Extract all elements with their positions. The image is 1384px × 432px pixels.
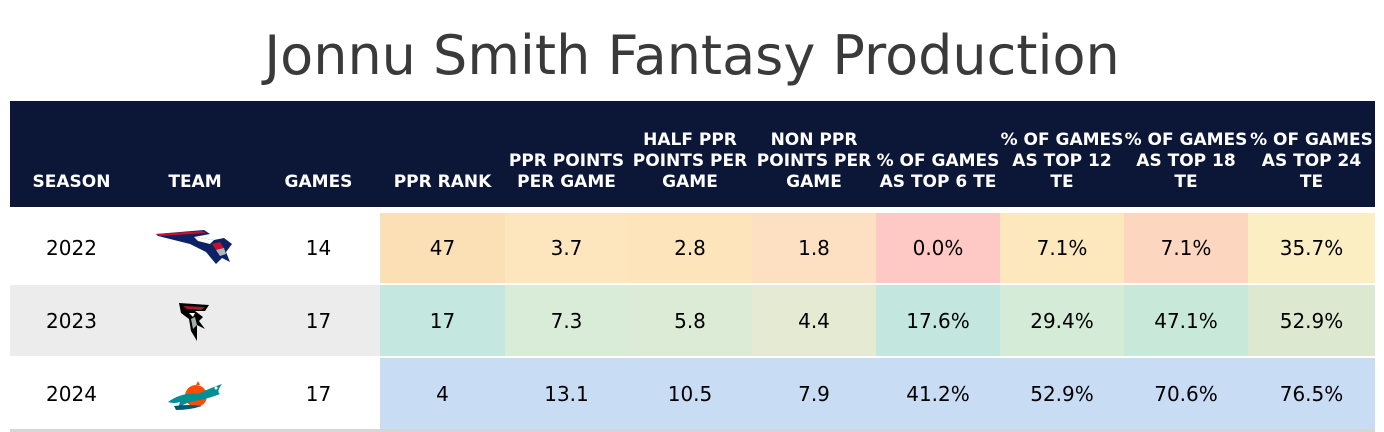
season-cell: 2023: [10, 283, 133, 357]
half-ppr-ppg-cell: 2.8: [628, 207, 752, 284]
top12-cell: 52.9%: [1000, 356, 1124, 432]
top6-cell: 17.6%: [876, 283, 1000, 357]
col-header-games: GAMES: [257, 101, 380, 210]
ppr-ppg-cell: 3.7: [505, 207, 628, 284]
col-header-season: SEASON: [10, 101, 133, 210]
half-ppr-ppg-cell: 5.8: [628, 283, 752, 357]
col-header-top24: % OF GAMES AS TOP 24 TE: [1248, 101, 1375, 210]
col-header-ppr-ppg: PPR POINTS PER GAME: [505, 101, 628, 210]
falcons-logo: [179, 302, 209, 341]
dolphins-logo: [168, 380, 222, 410]
non-ppr-ppg-cell: 7.9: [752, 356, 876, 432]
col-header-non-ppr-ppg: NON PPR POINTS PER GAME: [752, 101, 876, 210]
table-row: 2023 17 17 7.3 5.8 4.4 17.6% 29.4% 47.1%…: [10, 283, 1375, 357]
non-ppr-ppg-cell: 1.8: [752, 207, 876, 284]
games-cell: 17: [257, 356, 380, 432]
table-title: Jonnu Smith Fantasy Production: [264, 24, 1120, 87]
col-header-top6: % OF GAMES AS TOP 6 TE: [876, 101, 1000, 210]
col-header-half-ppr-ppg: HALF PPR POINTS PER GAME: [628, 101, 752, 210]
ppr-ppg-cell: 7.3: [505, 283, 628, 357]
col-header-top18: % OF GAMES AS TOP 18 TE: [1124, 101, 1248, 210]
team-cell: [133, 283, 257, 357]
ppr-rank-cell: 47: [380, 207, 505, 284]
top18-cell: 70.6%: [1124, 356, 1248, 432]
ppr-rank-cell: 17: [380, 283, 505, 357]
team-cell: [133, 207, 257, 284]
top24-cell: 76.5%: [1248, 356, 1375, 432]
half-ppr-ppg-cell: 10.5: [628, 356, 752, 432]
top6-cell: 0.0%: [876, 207, 1000, 284]
col-header-team: TEAM: [133, 101, 257, 210]
patriots-logo: [156, 230, 232, 264]
top18-cell: 47.1%: [1124, 283, 1248, 357]
games-cell: 17: [257, 283, 380, 357]
season-cell: 2022: [10, 207, 133, 284]
top18-cell: 7.1%: [1124, 207, 1248, 284]
table-row: 2022 14 47 3.7 2.8 1.8 0.0% 7.1% 7.1% 35…: [10, 207, 1375, 284]
team-cell: [133, 356, 257, 432]
top12-cell: 29.4%: [1000, 283, 1124, 357]
top12-cell: 7.1%: [1000, 207, 1124, 284]
col-header-ppr-rank: PPR RANK: [380, 101, 505, 210]
season-cell: 2024: [10, 356, 133, 432]
top24-cell: 35.7%: [1248, 207, 1375, 284]
ppr-ppg-cell: 13.1: [505, 356, 628, 432]
non-ppr-ppg-cell: 4.4: [752, 283, 876, 357]
stats-table: SEASON TEAM GAMES PPR RANK PPR POINTS PE…: [10, 101, 1375, 432]
top6-cell: 41.2%: [876, 356, 1000, 432]
header-row: SEASON TEAM GAMES PPR RANK PPR POINTS PE…: [10, 101, 1375, 210]
table-row: 2024 17 4 13.1 10.5 7.9 41.2% 52.9% 70.6…: [10, 356, 1375, 432]
top24-cell: 52.9%: [1248, 283, 1375, 357]
ppr-rank-cell: 4: [380, 356, 505, 432]
games-cell: 14: [257, 207, 380, 284]
col-header-top12: % OF GAMES AS TOP 12 TE: [1000, 101, 1124, 210]
